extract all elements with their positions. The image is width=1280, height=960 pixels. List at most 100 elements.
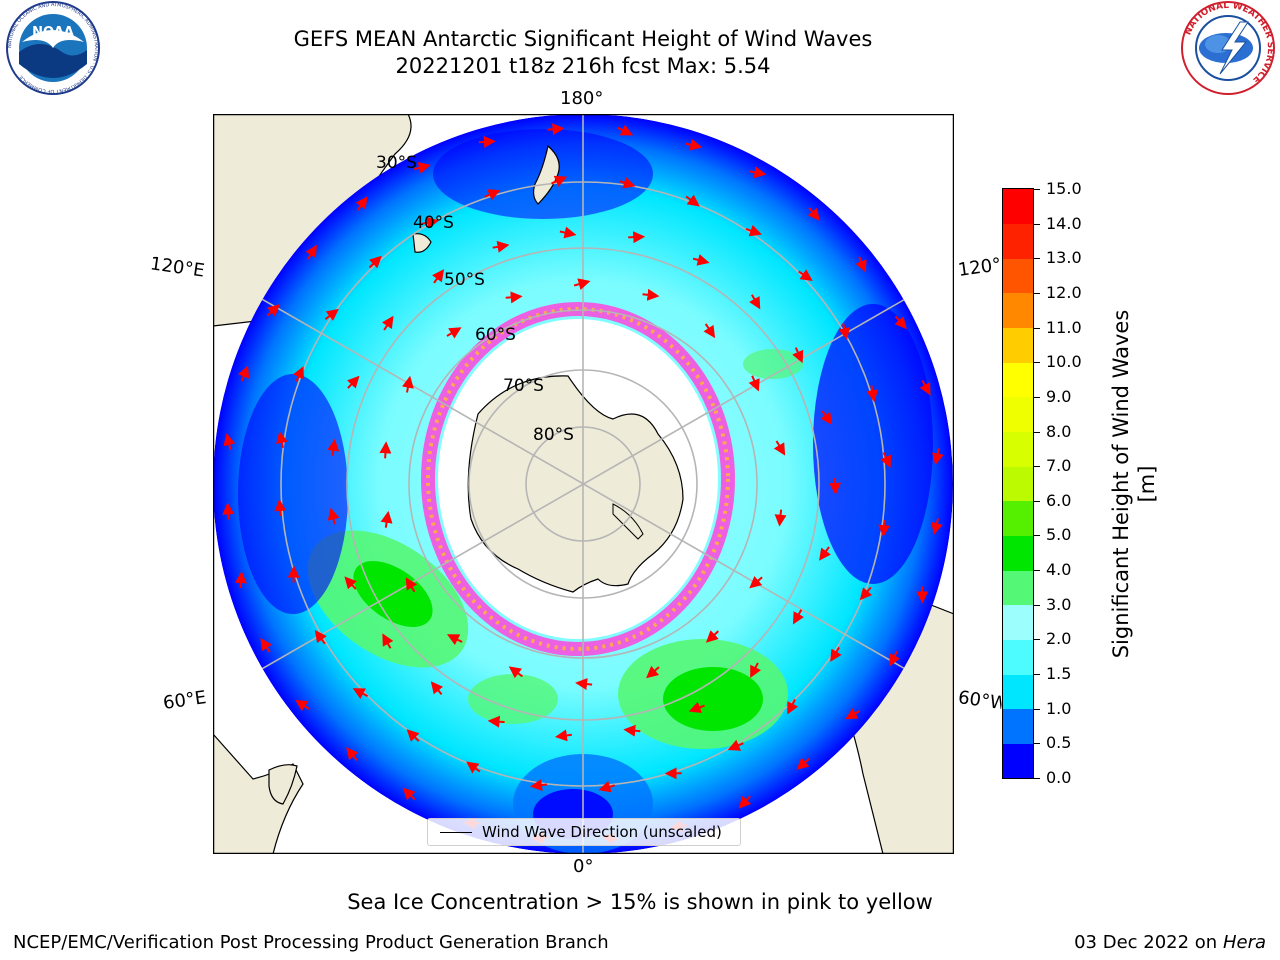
wave-direction-arrow [405,577,418,593]
run-date-text: 03 Dec 2022 on [1074,932,1218,953]
wave-direction-arrow [894,315,907,330]
wave-direction-arrow [260,637,273,653]
wave-direction-arrow [792,609,805,625]
wave-direction-arrow [774,509,787,527]
wave-direction-arrow [642,288,660,301]
run-date: 03 Dec 2022 on Hera [1074,932,1266,953]
wave-direction-arrow [547,123,565,136]
sea-ice-note: Sea Ice Concentration > 15% is shown in … [347,890,933,914]
wave-direction-arrow [703,323,716,339]
lon-label-180: 180° [560,88,604,109]
wave-direction-arrow [234,571,247,589]
colorbar-tick-label: 7.0 [1046,456,1072,476]
lon-label-0: 0° [573,856,594,877]
colorbar-tick [1034,396,1040,398]
wave-direction-arrow [380,510,393,528]
wave-direction-arrow [382,633,394,649]
wave-direction-arrow [820,410,833,425]
wave-direction-arrow [422,216,440,229]
wave-direction-arrow [819,546,831,561]
wave-direction-arrow [487,715,505,728]
chart-subtitle: 20221201 t18z 216h fcst Max: 5.54 [395,54,771,78]
wave-direction-arrow [685,138,703,151]
wave-direction-arrow [508,666,523,679]
colorbar [1002,188,1034,779]
lat-label-70s: 70°S [503,376,544,396]
wave-direction-arrow [838,323,851,340]
wave-direction-arrow [505,291,523,304]
colorbar-label: Significant Height of Wind Waves [m] [1109,309,1159,659]
wave-direction-arrow [796,757,810,770]
wave-direction-arrow [413,162,431,174]
wave-direction-arrow [478,135,496,148]
colorbar-tick-label: 8.0 [1046,421,1072,441]
wave-direction-arrow [628,231,646,244]
colorbar-segment [1003,362,1033,398]
wave-direction-arrow [346,375,360,389]
colorbar-tick [1034,604,1040,606]
noaa-logo: NOAA NATIONAL OCEANIC AND ATMOSPHERIC AD… [6,1,100,95]
colorbar-segment [1003,708,1033,744]
colorbar-tick [1034,292,1040,294]
colorbar-tick [1034,639,1040,641]
africa-land [213,733,304,854]
wave-direction-arrow [749,576,763,589]
wave-direction-arrow [745,224,762,237]
wave-direction-arrow [554,729,572,742]
wave-direction-arrow [305,244,317,260]
wave-direction-arrow [446,634,463,646]
wave-direction-arrow [646,665,660,679]
colorbar-tick-label: 6.0 [1046,490,1072,510]
wave-direction-arrow [931,448,944,466]
wave-direction-arrow [749,294,761,310]
credit-text: NCEP/EMC/Verification Post Processing Pr… [13,932,609,953]
colorbar-tick [1034,778,1040,779]
wave-direction-arrow [845,708,861,720]
wave-direction-arrow [402,375,414,393]
colorbar-segment [1003,639,1033,675]
colorbar-segment [1003,292,1033,329]
wave-direction-arrow [266,304,280,317]
wave-direction-arrow [346,747,359,761]
colorbar-tick [1034,535,1040,537]
colorbar-segment [1003,743,1033,779]
antarctica-land [467,375,684,593]
colorbar-tick [1034,466,1040,468]
wave-direction-arrow [798,269,813,281]
wave-direction-arrow [855,256,867,273]
wave-direction-arrow [749,166,767,179]
wave-direction-arrow [432,269,445,284]
lat-label-60s: 60°S [475,325,516,345]
colorbar-tick-label: 2.0 [1046,629,1072,649]
colorbar-segment [1003,431,1033,467]
wave-direction-arrow [446,327,462,339]
colorbar-tick [1034,431,1040,433]
wave-direction-arrow [617,124,634,136]
wave-direction-arrow [324,308,339,321]
colorbar-tick [1034,674,1040,676]
wave-direction-arrow [223,433,236,450]
wave-direction-arrow [352,688,369,700]
colorbar-tick-label: 5.0 [1046,525,1072,545]
wave-direction-arrow [619,176,636,189]
wave-direction-arrow [551,175,568,187]
colorbar-tick [1034,570,1040,572]
colorbar-tick-label: 3.0 [1046,594,1072,614]
wave-direction-arrow [327,438,340,456]
wave-direction-arrow [344,576,357,590]
wave-direction-arrow [237,365,250,382]
wave-direction-arrow [222,502,235,520]
wave-direction-arrow [575,678,593,691]
lat-label-50s: 50°S [444,270,485,290]
colorbar-tick-label: 14.0 [1046,213,1082,233]
lon-label-120e: 120°E [148,253,206,282]
wave-direction-arrow [692,254,710,266]
colorbar-segment [1003,674,1033,710]
wave-direction-arrow [406,729,420,742]
colorbar-tick-label: 4.0 [1046,560,1072,580]
wave-direction-arrow [276,431,288,449]
wave-direction-arrow [688,701,705,713]
colorbar-tick [1034,327,1040,329]
colorbar-segment [1003,570,1033,606]
wave-direction-arrow [919,380,931,396]
